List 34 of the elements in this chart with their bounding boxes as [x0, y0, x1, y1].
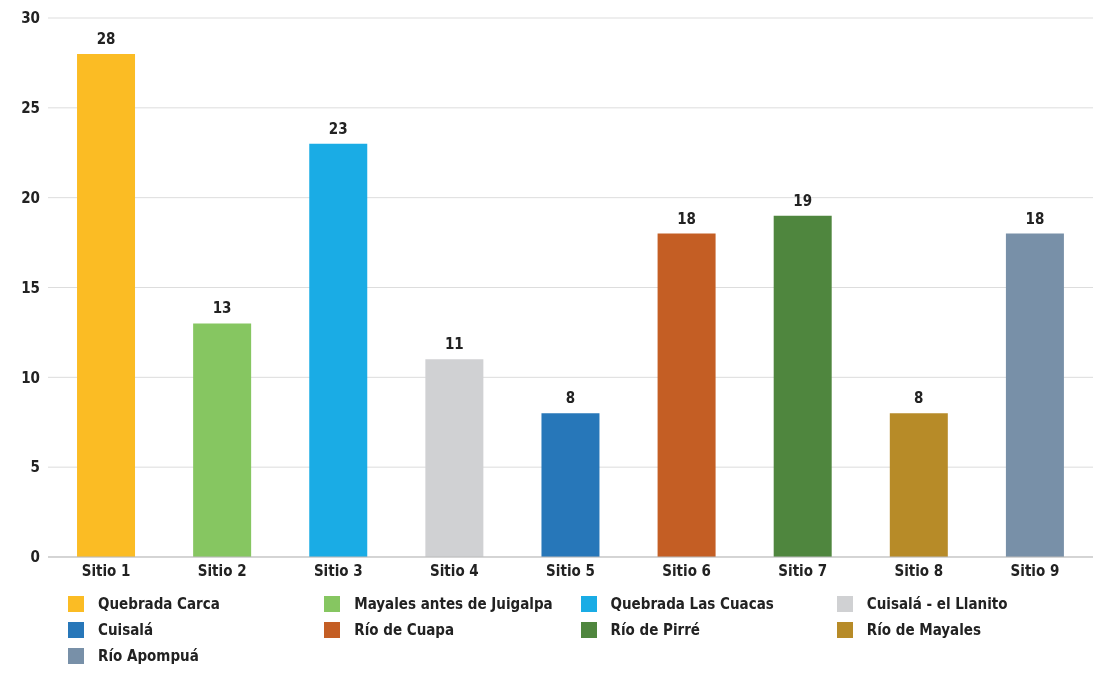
y-tick-label: 25 [21, 99, 40, 118]
legend-label: Quebrada Las Cuacas [610, 595, 774, 613]
data-label: 11 [444, 335, 464, 354]
legend-label: Río de Pirré [610, 621, 700, 639]
x-tick-label: Sitio 1 [81, 561, 131, 580]
data-label: 19 [793, 191, 813, 210]
data-label: 13 [212, 299, 232, 318]
y-tick-label: 30 [21, 9, 40, 28]
y-tick-label: 20 [21, 188, 40, 207]
data-label: 18 [677, 209, 696, 228]
x-tick-label: Sitio 3 [313, 561, 363, 580]
legend-label: Cuisalá - el Llanito [866, 595, 1008, 613]
x-tick-label: Sitio 6 [662, 561, 711, 580]
data-label: 18 [1025, 209, 1045, 228]
x-tick-label: Sitio 4 [430, 561, 479, 580]
data-label: 8 [565, 389, 576, 408]
legend-label: Mayales antes de Juigalpa [354, 595, 553, 613]
x-tick-label: Sitio 7 [778, 561, 828, 580]
y-tick-label: 5 [30, 458, 40, 477]
y-tick-label: 10 [21, 368, 40, 387]
legend-label: Cuisalá [98, 621, 153, 639]
data-label: 23 [328, 119, 348, 138]
y-tick-label: 15 [21, 278, 40, 297]
legend-label: Río de Mayales [866, 621, 982, 639]
legend-label: Río de Cuapa [354, 621, 455, 639]
y-tick-label: 0 [30, 548, 40, 567]
data-label: 8 [914, 389, 924, 408]
x-tick-label: Sitio 2 [197, 561, 247, 580]
x-tick-label: Sitio 5 [546, 561, 595, 580]
data-label: 28 [96, 29, 116, 48]
legend-label: Quebrada Carca [98, 595, 220, 613]
x-tick-label: Sitio 8 [894, 561, 944, 580]
x-tick-label: Sitio 9 [1010, 561, 1060, 580]
legend-label: Río Apompuá [98, 647, 199, 665]
